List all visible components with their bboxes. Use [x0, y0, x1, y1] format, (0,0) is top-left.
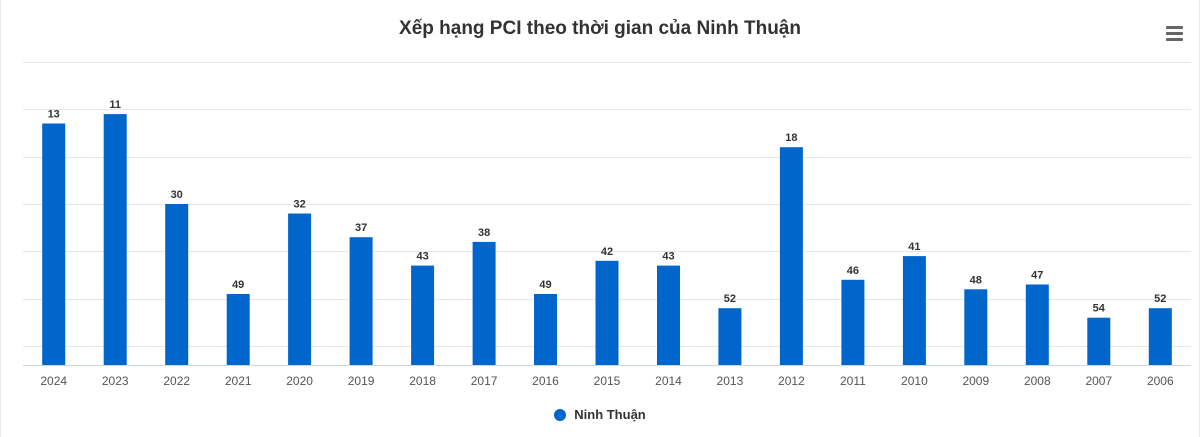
- bar-2014[interactable]: [657, 265, 680, 365]
- data-label-2023: 11: [109, 99, 121, 111]
- bar-2006[interactable]: [1148, 308, 1172, 365]
- data-label-2024: 13: [48, 109, 60, 121]
- legend-marker: [554, 408, 567, 421]
- bar-2012[interactable]: [779, 147, 803, 365]
- data-label-2015: 42: [601, 246, 613, 258]
- data-label-2013: 52: [724, 293, 736, 305]
- data-labels: 13 11 30 49 32 37 43 38 49 42 43 52 18 46 41 48 47 54 52: [48, 99, 1167, 315]
- bar-2009[interactable]: [964, 289, 988, 366]
- data-label-2020: 32: [293, 199, 305, 211]
- bar-2022[interactable]: [165, 204, 189, 365]
- bar-2023[interactable]: [103, 114, 127, 365]
- x-tick-label-2013: 2013: [717, 374, 744, 388]
- chart-title: Xếp hạng PCI theo thời gian của Ninh Thu…: [399, 18, 801, 39]
- bar-series: [42, 114, 1172, 366]
- x-tick-label-2006: 2006: [1147, 374, 1174, 388]
- data-label-2016: 49: [539, 279, 551, 291]
- x-tick-label-2007: 2007: [1085, 374, 1112, 388]
- x-tick-label-2009: 2009: [962, 374, 989, 388]
- data-label-2008: 47: [1031, 270, 1043, 282]
- legend-item[interactable]: Ninh Thuận: [1, 407, 1199, 422]
- x-tick-label-2010: 2010: [901, 374, 928, 388]
- hamburger-menu-icon[interactable]: [1166, 26, 1183, 41]
- legend-label: Ninh Thuận: [574, 407, 646, 422]
- bar-2021[interactable]: [226, 294, 250, 365]
- data-label-2018: 43: [416, 251, 428, 263]
- data-label-2006: 52: [1154, 293, 1166, 305]
- x-tick-label-2011: 2011: [840, 374, 866, 388]
- data-label-2022: 30: [171, 189, 183, 201]
- x-tick-label-2018: 2018: [409, 374, 436, 388]
- x-tick-label-2024: 2024: [40, 374, 67, 388]
- bar-2024[interactable]: [42, 123, 66, 366]
- x-tick-label-2016: 2016: [532, 374, 559, 388]
- x-tick-label-2015: 2015: [594, 374, 621, 388]
- bar-2008[interactable]: [1025, 284, 1049, 366]
- bar-2007[interactable]: [1087, 317, 1111, 365]
- x-tick-label-2022: 2022: [163, 374, 190, 388]
- data-label-2019: 37: [355, 222, 367, 234]
- x-tick-label-2023: 2023: [102, 374, 129, 388]
- data-label-2007: 54: [1093, 303, 1106, 315]
- data-label-2010: 41: [908, 241, 920, 253]
- x-axis-ticks: 2024 2023 2022 2021 2020 2019 2018 2017 2016 2015…: [40, 374, 1174, 388]
- x-tick-label-2020: 2020: [286, 374, 313, 388]
- data-label-2012: 18: [785, 132, 797, 144]
- bar-2017[interactable]: [472, 241, 496, 365]
- bar-2010[interactable]: [902, 256, 926, 365]
- bar-2015[interactable]: [595, 260, 619, 365]
- data-label-2014: 43: [662, 251, 674, 263]
- data-label-2021: 49: [232, 279, 244, 291]
- x-tick-label-2008: 2008: [1024, 374, 1051, 388]
- bar-2013[interactable]: [718, 308, 742, 365]
- data-label-2011: 46: [847, 265, 859, 277]
- bar-2020[interactable]: [288, 213, 312, 366]
- data-label-2017: 38: [478, 227, 490, 239]
- bar-2016[interactable]: [534, 294, 557, 365]
- data-label-2009: 48: [970, 274, 982, 286]
- x-tick-label-2014: 2014: [655, 374, 682, 388]
- bar-2018[interactable]: [411, 265, 435, 365]
- bar-2019[interactable]: [349, 237, 373, 365]
- x-tick-label-2021: 2021: [225, 374, 252, 388]
- x-tick-label-2017: 2017: [471, 374, 498, 388]
- bar-2011[interactable]: [841, 279, 865, 365]
- x-tick-label-2012: 2012: [778, 374, 805, 388]
- x-tick-label-2019: 2019: [348, 374, 375, 388]
